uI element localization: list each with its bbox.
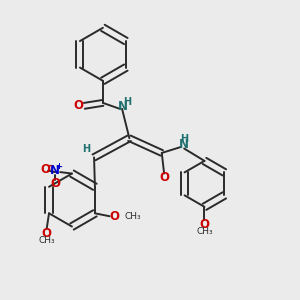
Text: O: O — [200, 218, 209, 231]
Text: H: H — [82, 144, 90, 154]
Text: O: O — [50, 177, 60, 190]
Text: N: N — [179, 138, 189, 151]
Text: CH₃: CH₃ — [124, 212, 141, 221]
Text: O: O — [159, 172, 169, 184]
Text: N: N — [118, 100, 128, 113]
Text: O: O — [42, 226, 52, 239]
Text: H: H — [180, 134, 188, 144]
Text: CH₃: CH₃ — [197, 227, 213, 236]
Text: -: - — [47, 160, 51, 171]
Text: O: O — [109, 210, 119, 223]
Text: O: O — [40, 163, 50, 176]
Text: CH₃: CH₃ — [38, 236, 55, 245]
Text: H: H — [123, 97, 131, 107]
Text: O: O — [74, 99, 83, 112]
Text: +: + — [55, 162, 62, 171]
Text: N: N — [50, 164, 60, 177]
